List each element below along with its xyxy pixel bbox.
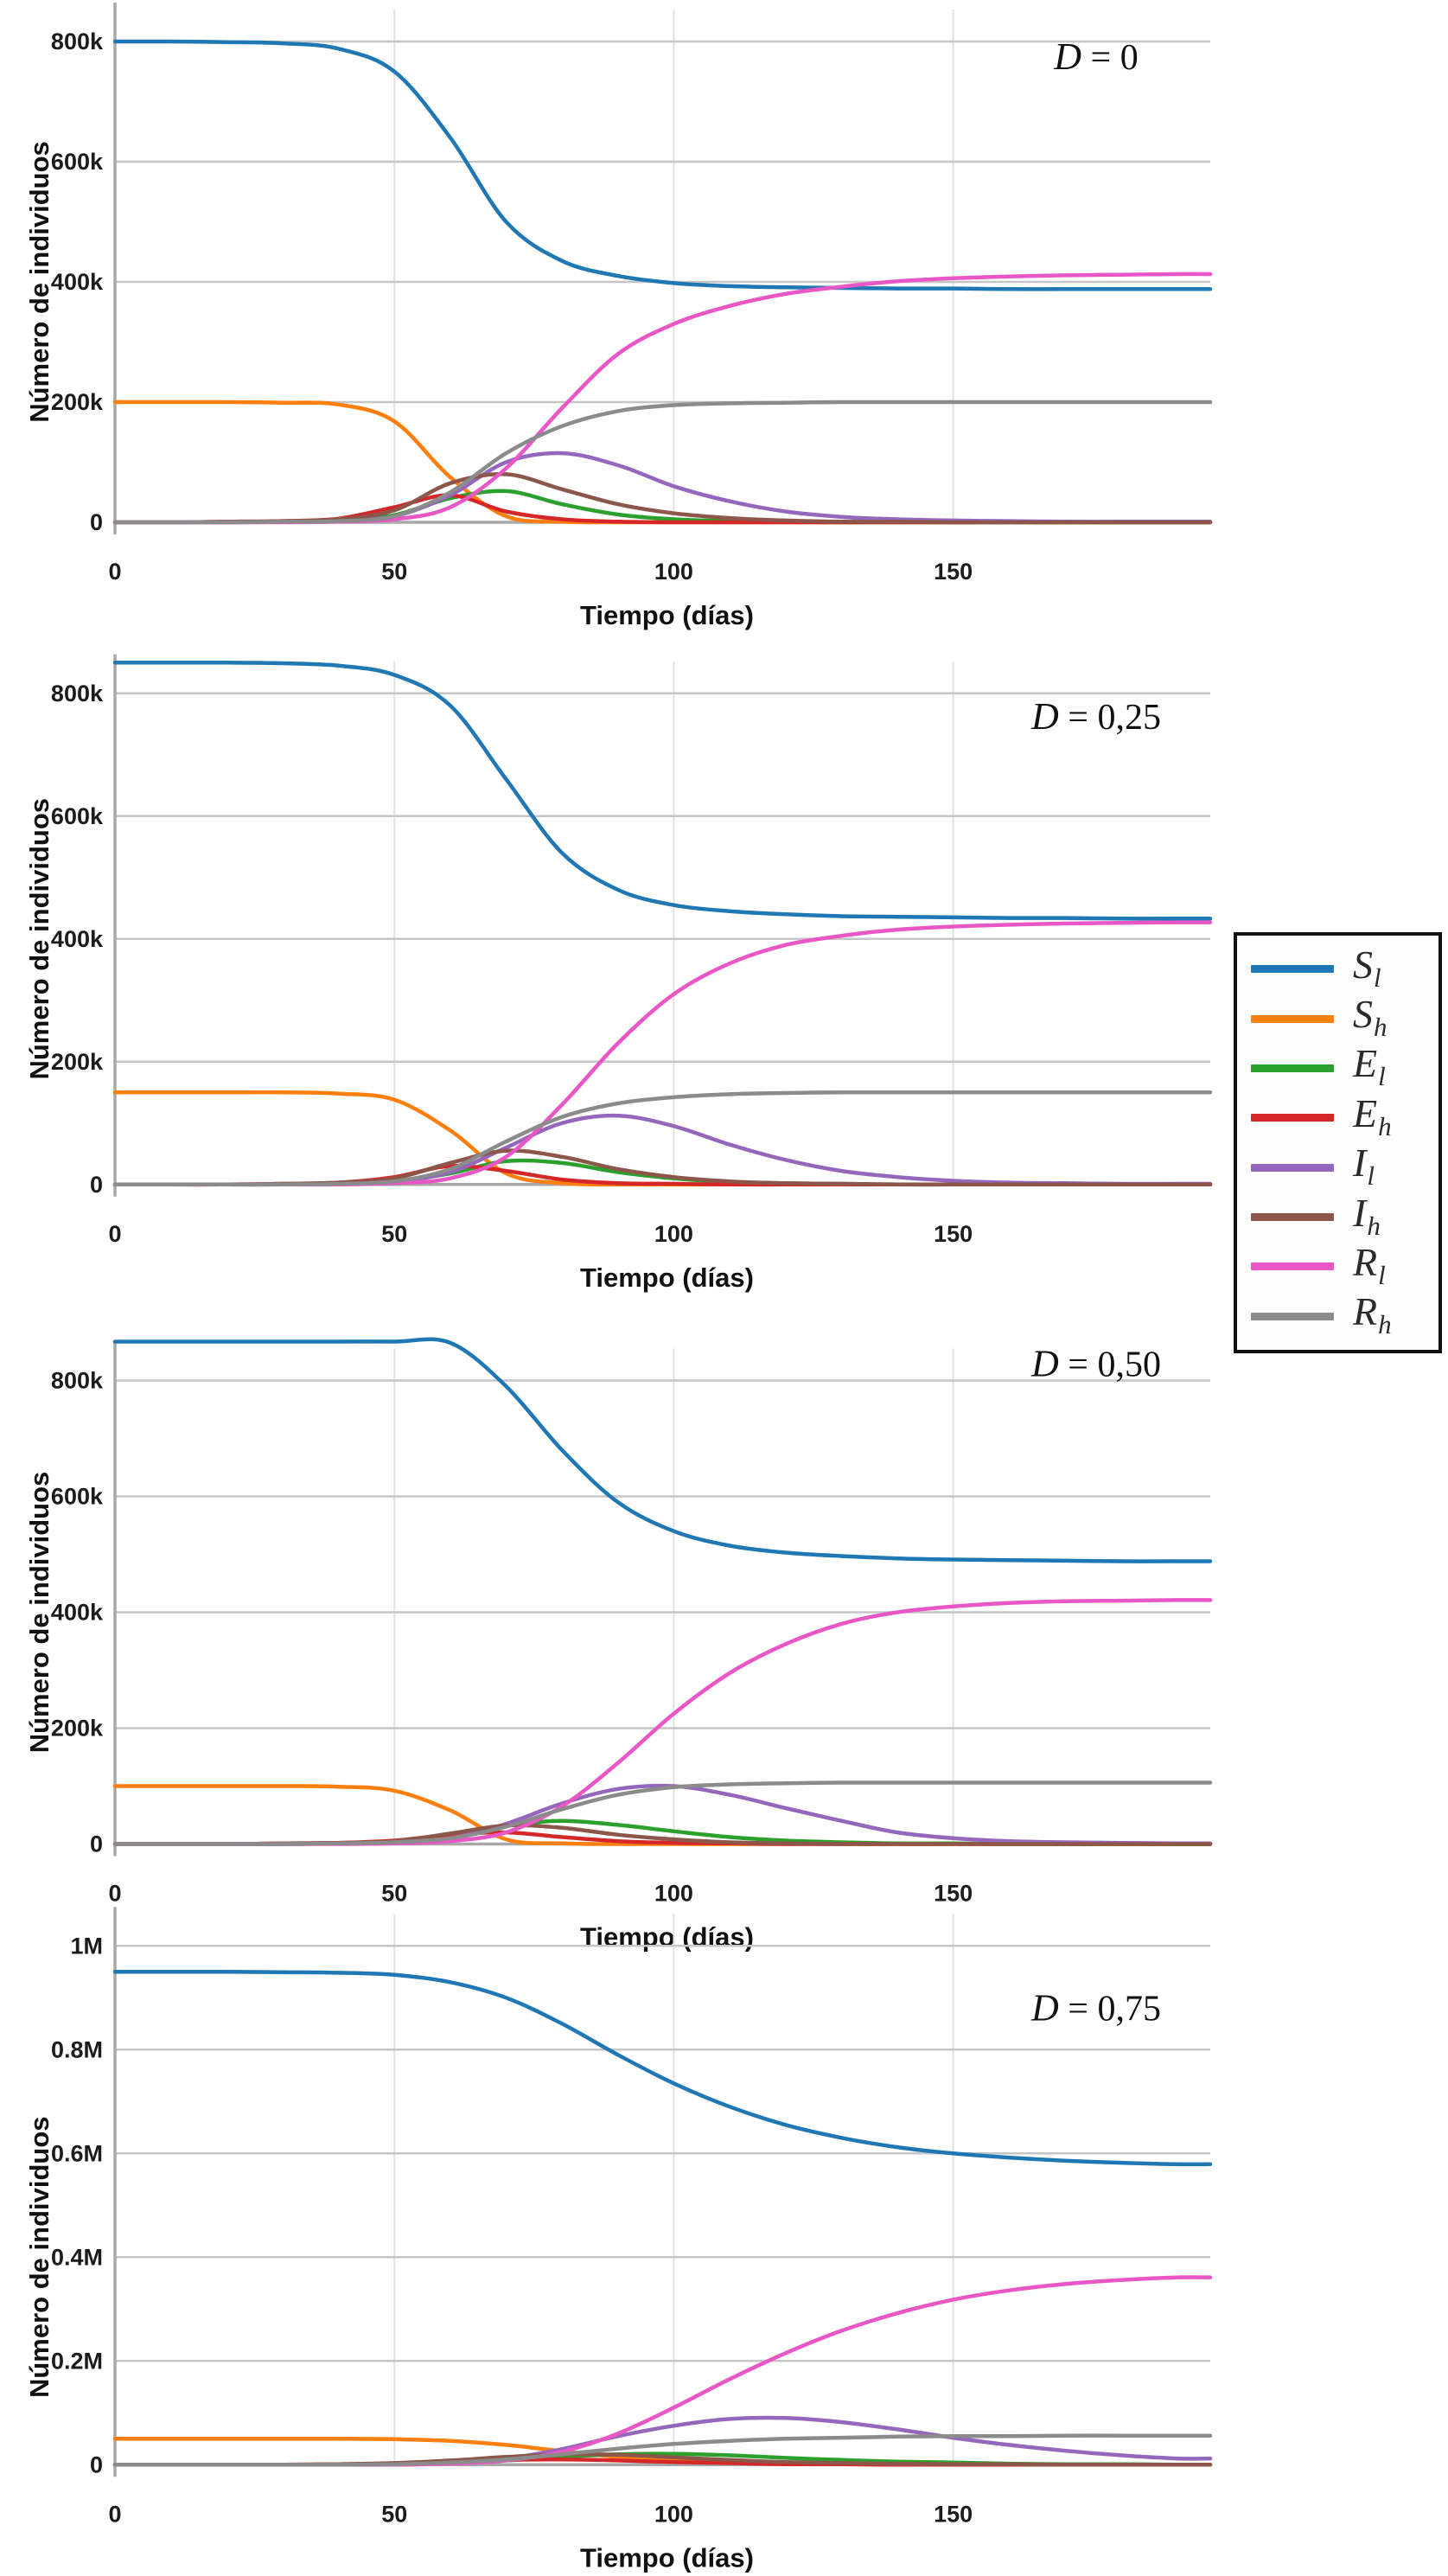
panel-title: D = 0 <box>1053 35 1138 78</box>
x-tick-label: 150 <box>934 1881 973 1907</box>
series-line-Rl <box>112 920 1213 1187</box>
panel-title: D = 0,75 <box>1030 1986 1161 2029</box>
legend-line-Sh <box>1251 1014 1334 1023</box>
y-tick-label: 600k <box>51 803 104 829</box>
y-tick-label: 600k <box>51 1484 104 1510</box>
y-tick-label: 0 <box>90 509 103 535</box>
panel-1: 0 200k 400k 600k 800k 0 50 100 150 Tiempo (días) N… <box>24 3 1213 630</box>
series-line-Il <box>112 1783 1213 1846</box>
series-line-Rl <box>112 272 1213 525</box>
series-line-Rh <box>112 400 1213 525</box>
y-tick-label: 0 <box>90 1831 103 1857</box>
panel-title: D = 0,25 <box>1030 695 1161 738</box>
x-tick-label: 0 <box>108 1221 121 1247</box>
legend-row-Rh: Rh <box>1237 1289 1438 1340</box>
legend-line-El <box>1251 1064 1334 1072</box>
y-tick-label: 200k <box>51 1049 104 1075</box>
y-tick-label: 800k <box>51 1368 104 1394</box>
legend-line-Rh <box>1251 1312 1334 1320</box>
y-tick-label: 0 <box>90 1172 103 1198</box>
legend-line-Ih <box>1251 1213 1334 1222</box>
legend-row-Ih: Ih <box>1237 1190 1438 1241</box>
series-line-El <box>112 489 1213 525</box>
series-line-Rh <box>112 1090 1213 1187</box>
y-tick-label: 0 <box>90 2451 103 2477</box>
legend-row-Sh: Sh <box>1237 992 1438 1043</box>
x-axis-title: Tiempo (días) <box>580 600 754 630</box>
x-tick-label: 50 <box>381 2501 407 2527</box>
x-tick-label: 150 <box>934 1221 973 1247</box>
series-line-Sh <box>112 1090 1213 1187</box>
legend-label-Rh: Rh <box>1353 1289 1392 1340</box>
y-tick-label: 800k <box>51 29 104 54</box>
legend-label-El: El <box>1353 1041 1386 1092</box>
x-tick-label: 0 <box>108 2501 121 2527</box>
legend-row-Eh: Eh <box>1237 1090 1438 1141</box>
x-axis-title: Tiempo (días) <box>580 1262 754 1293</box>
legend-line-Eh <box>1251 1114 1334 1122</box>
series-line-Sl <box>112 660 1213 921</box>
series-line-El <box>112 1158 1213 1187</box>
y-tick-label: 0.8M <box>51 2036 103 2062</box>
x-tick-label: 150 <box>934 559 973 585</box>
y-tick-label: 0.6M <box>51 2140 103 2166</box>
y-tick-label: 0.2M <box>51 2348 103 2374</box>
y-tick-label: 600k <box>51 149 104 175</box>
legend-line-Il <box>1251 1163 1334 1172</box>
y-tick-label: 0.4M <box>51 2244 103 2270</box>
legend-label-Il: Il <box>1353 1141 1375 1192</box>
y-tick-label: 400k <box>51 926 104 952</box>
series-line-Sl <box>112 1970 1213 2167</box>
legend-row-Sl: Sl <box>1237 942 1438 993</box>
panel-4: 0 0.2M 0.4M 0.6M 0.8M 1M 0 50 100 150 Tiempo (días… <box>24 1907 1213 2573</box>
y-tick-label: 1M <box>70 1933 103 1959</box>
series-line-Rl <box>112 1598 1213 1846</box>
y-axis-title: Número de individuos <box>24 141 54 423</box>
x-tick-label: 100 <box>654 1221 693 1247</box>
x-axis-title: Tiempo (días) <box>580 1922 754 1953</box>
legend-label-Ih: Ih <box>1353 1190 1381 1241</box>
x-tick-label: 150 <box>934 2501 973 2527</box>
legend-row-Rl: Rl <box>1237 1239 1438 1290</box>
x-tick-label: 100 <box>654 559 693 585</box>
x-tick-label: 100 <box>654 1881 693 1907</box>
series-line-Sh <box>112 400 1213 525</box>
x-axis-title: Tiempo (días) <box>580 2542 754 2573</box>
series-line-Sh <box>112 1784 1213 1846</box>
legend-label-Sl: Sl <box>1353 942 1381 993</box>
series-line-Rh <box>112 2433 1213 2467</box>
y-tick-label: 800k <box>51 681 104 706</box>
y-tick-label: 400k <box>51 1600 104 1626</box>
y-tick-label: 200k <box>51 1716 104 1742</box>
y-tick-label: 200k <box>51 389 104 415</box>
series-line-Ih <box>112 1148 1213 1187</box>
chart-legend: Sl Sh El Eh Il Ih Rl Rh <box>1234 932 1442 1353</box>
y-tick-label: 400k <box>51 269 104 295</box>
x-tick-label: 0 <box>108 559 121 585</box>
x-tick-label: 50 <box>381 1221 407 1247</box>
x-tick-label: 50 <box>381 559 407 585</box>
legend-label-Rl: Rl <box>1353 1239 1386 1290</box>
panel-3: 0 200k 400k 600k 800k 0 50 100 150 Tiempo (días) N… <box>24 1337 1213 1953</box>
legend-label-Eh: Eh <box>1353 1090 1392 1141</box>
legend-label-Sh: Sh <box>1353 992 1387 1043</box>
series-line-Rh <box>112 1780 1213 1846</box>
series-line-Sl <box>112 39 1213 291</box>
y-axis-title: Número de individuos <box>24 2116 54 2398</box>
y-axis-title: Número de individuos <box>24 1472 54 1754</box>
x-tick-label: 50 <box>381 1881 407 1907</box>
legend-row-El: El <box>1237 1041 1438 1092</box>
series-line-Sl <box>112 1337 1213 1563</box>
legend-line-Rl <box>1251 1262 1334 1271</box>
panel-2: 0 200k 400k 600k 800k 0 50 100 150 Tiempo (días) N… <box>24 654 1213 1293</box>
legend-line-Sl <box>1251 965 1334 974</box>
legend-row-Il: Il <box>1237 1141 1438 1192</box>
panel-title: D = 0,50 <box>1030 1343 1161 1385</box>
x-tick-label: 100 <box>654 2501 693 2527</box>
y-axis-title: Número de individuos <box>24 798 54 1080</box>
x-tick-label: 0 <box>108 1881 121 1907</box>
